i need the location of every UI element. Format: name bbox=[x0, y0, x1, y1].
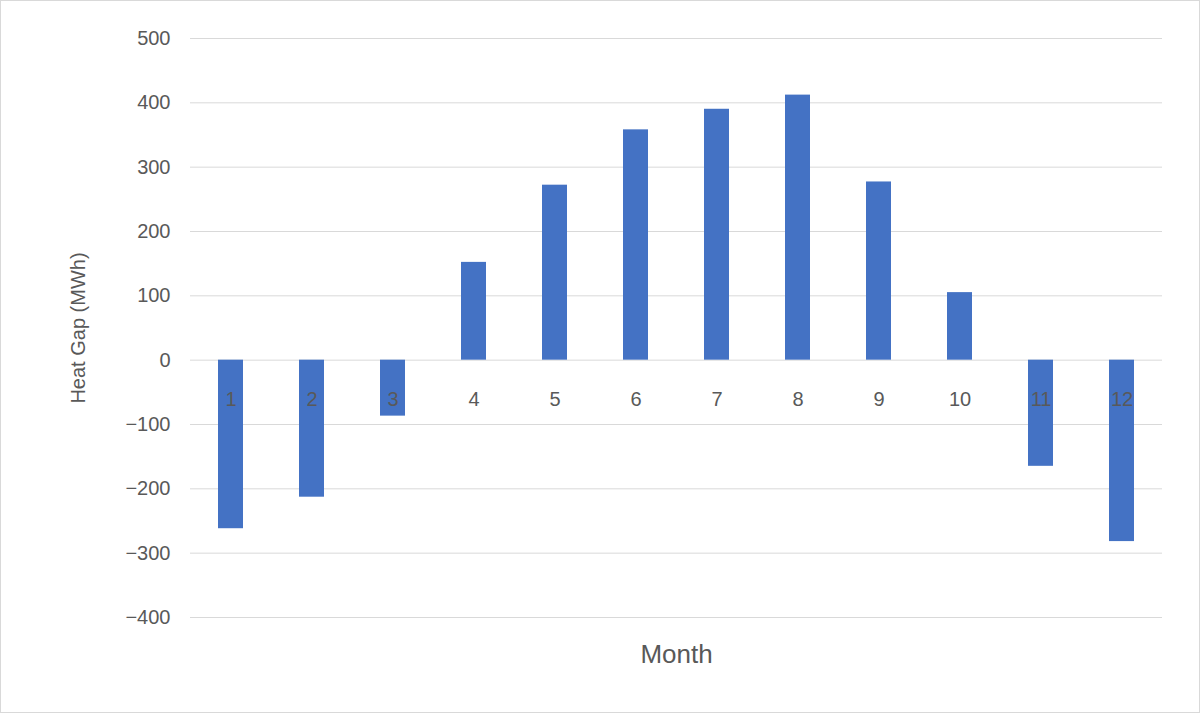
svg-text:7: 7 bbox=[711, 388, 722, 410]
svg-text:−200: −200 bbox=[125, 477, 170, 499]
svg-text:4: 4 bbox=[468, 388, 479, 410]
svg-text:0: 0 bbox=[159, 349, 170, 371]
svg-text:10: 10 bbox=[949, 388, 971, 410]
svg-text:−300: −300 bbox=[125, 542, 170, 564]
svg-text:5: 5 bbox=[549, 388, 560, 410]
svg-text:9: 9 bbox=[873, 388, 884, 410]
svg-text:200: 200 bbox=[137, 220, 170, 242]
svg-text:3: 3 bbox=[387, 388, 398, 410]
svg-text:Month: Month bbox=[640, 639, 712, 669]
svg-text:300: 300 bbox=[137, 156, 170, 178]
svg-text:500: 500 bbox=[137, 27, 170, 49]
svg-text:6: 6 bbox=[630, 388, 641, 410]
svg-text:−100: −100 bbox=[125, 413, 170, 435]
svg-text:400: 400 bbox=[137, 91, 170, 113]
svg-text:12: 12 bbox=[1111, 388, 1133, 410]
svg-text:2: 2 bbox=[306, 388, 317, 410]
svg-text:8: 8 bbox=[792, 388, 803, 410]
svg-text:11: 11 bbox=[1031, 388, 1052, 410]
svg-text:−400: −400 bbox=[125, 606, 170, 628]
svg-text:100: 100 bbox=[137, 284, 170, 306]
svg-text:Heat Gap (MWh): Heat Gap (MWh) bbox=[67, 252, 89, 403]
svg-text:1: 1 bbox=[225, 388, 236, 410]
